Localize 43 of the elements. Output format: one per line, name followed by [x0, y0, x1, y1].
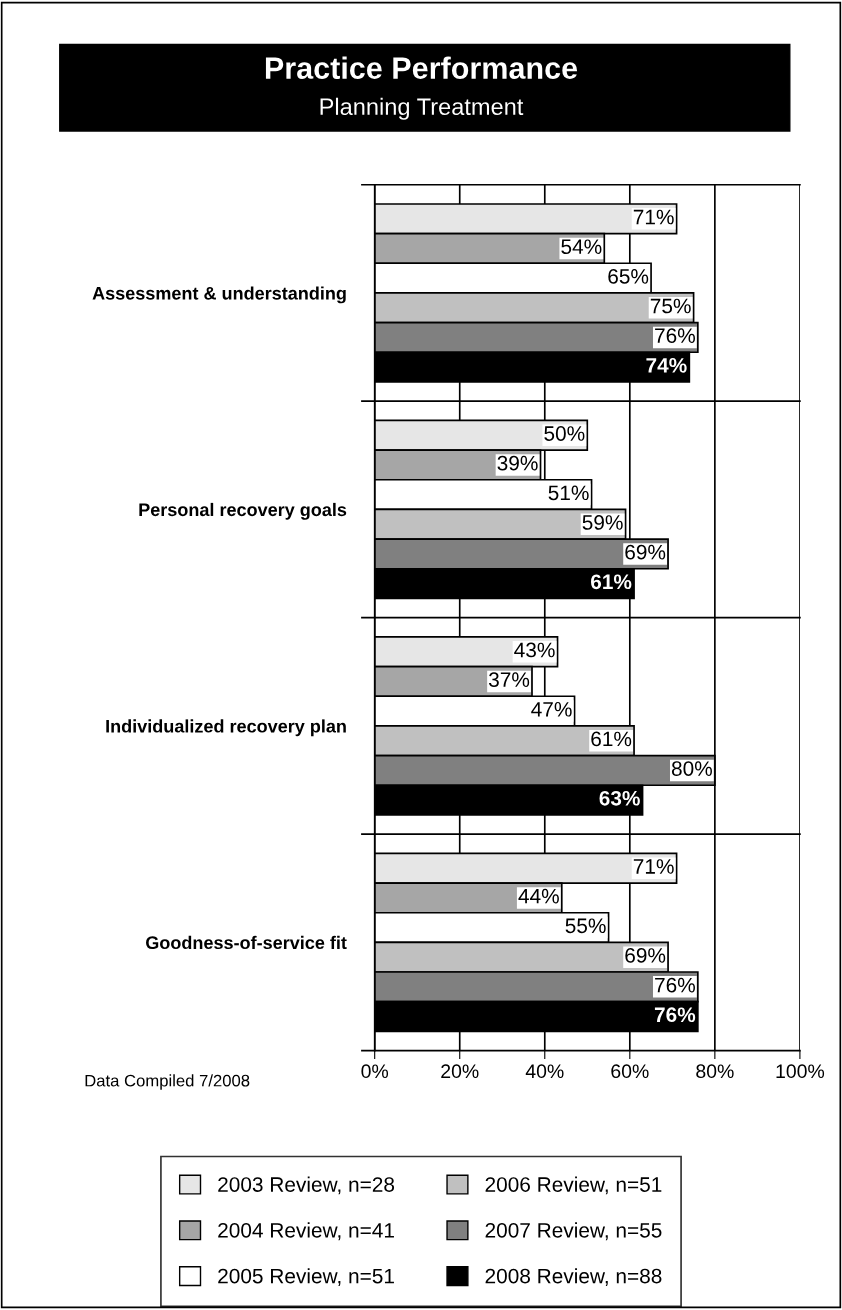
- data-label: 39%: [497, 455, 538, 471]
- x-tick-label: 0%: [361, 1064, 389, 1079]
- y-tick-label: Assessment & understanding: [92, 286, 346, 304]
- data-label: 76%: [654, 1007, 696, 1023]
- y-tick-label: Individualized recovery plan: [106, 719, 346, 737]
- chart-title: Practice Performance: [265, 56, 578, 79]
- data-label: 63%: [599, 790, 640, 806]
- legend-label: 2007 Review, n=55: [485, 1222, 662, 1241]
- data-label: 71%: [633, 209, 674, 225]
- legend-label: 2003 Review, n=28: [218, 1176, 395, 1195]
- legend-label: 2008 Review, n=88: [485, 1268, 662, 1286]
- data-label: 76%: [655, 328, 695, 344]
- x-tick-label: 40%: [525, 1064, 564, 1079]
- data-label: 71%: [633, 859, 674, 874]
- x-tick-label: 60%: [611, 1064, 649, 1079]
- x-tick-label: 20%: [441, 1064, 479, 1079]
- legend-label: 2005 Review, n=51: [218, 1268, 394, 1286]
- data-label: 61%: [591, 574, 632, 590]
- data-label: 61%: [591, 731, 632, 747]
- x-tick-label: 80%: [696, 1064, 734, 1079]
- text: Data Compiled 7/2008: [85, 1074, 250, 1090]
- data-label: 65%: [608, 268, 649, 284]
- data-label: 55%: [565, 918, 606, 934]
- data-label: 44%: [518, 888, 559, 904]
- x-tick-label: 100%: [776, 1064, 825, 1079]
- data-label: 80%: [671, 761, 712, 776]
- data-label: 37%: [488, 672, 530, 688]
- data-label: 50%: [544, 426, 585, 441]
- data-label: 75%: [650, 298, 691, 314]
- data-label: 69%: [625, 948, 666, 963]
- data-label: 74%: [646, 357, 687, 373]
- y-tick-label: Personal recovery goals: [139, 502, 347, 520]
- data-label: 59%: [582, 515, 623, 530]
- y-tick-label: Goodness-of-service fit: [146, 935, 347, 950]
- data-label: 54%: [561, 239, 602, 255]
- data-label: 47%: [531, 702, 572, 717]
- data-label: 76%: [655, 977, 695, 993]
- data-label: 69%: [625, 544, 666, 560]
- legend-label: 2004 Review, n=41: [218, 1222, 394, 1241]
- data-label: 51%: [548, 485, 589, 501]
- legend-label: 2006 Review, n=51: [485, 1176, 662, 1195]
- chart-subtitle: Planning Treatment: [320, 97, 524, 120]
- data-label: 43%: [514, 642, 555, 658]
